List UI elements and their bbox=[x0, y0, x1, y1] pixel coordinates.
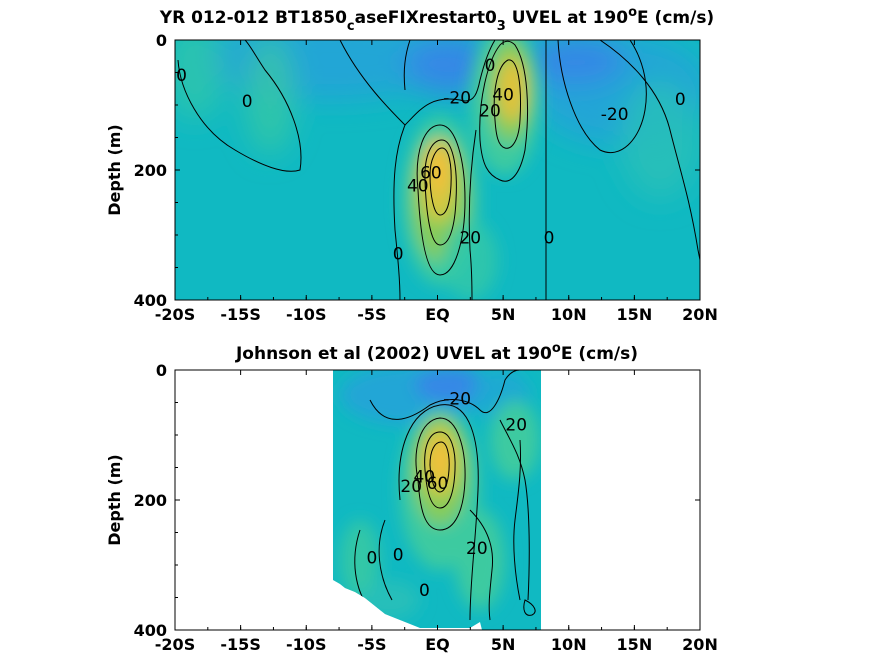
x-tick-label: 20N bbox=[682, 305, 718, 324]
x-tick-label: -5S bbox=[357, 635, 386, 654]
y-axis-label-bottom: Depth (m) bbox=[105, 454, 124, 546]
contour-label: 0 bbox=[544, 228, 555, 248]
x-tick-label: 10N bbox=[551, 635, 587, 654]
contour-label: -20 bbox=[443, 389, 471, 409]
x-tick-label: -10S bbox=[286, 305, 326, 324]
contour-label: 0 bbox=[366, 549, 377, 569]
y-tick-label: 400 bbox=[134, 621, 167, 640]
contour-label: 20 bbox=[505, 415, 527, 435]
y-tick-label: 400 bbox=[134, 291, 167, 310]
contour-label: 0 bbox=[176, 66, 187, 86]
contour-label: 20 bbox=[400, 477, 422, 497]
y-tick-label: 0 bbox=[156, 361, 167, 380]
x-tick-label: -20S bbox=[155, 305, 195, 324]
y-axis-label-top: Depth (m) bbox=[105, 124, 124, 216]
x-tick-label: EQ bbox=[425, 635, 450, 654]
y-tick-label: 200 bbox=[134, 161, 167, 180]
contour-label: 60 bbox=[420, 163, 442, 183]
contours-top bbox=[177, 40, 700, 300]
x-tick-label: 20N bbox=[682, 635, 718, 654]
heatmap-top bbox=[175, 40, 700, 300]
x-tick-label: EQ bbox=[425, 305, 450, 324]
x-tick-label: 5N bbox=[491, 305, 516, 324]
y-tick-label: 200 bbox=[134, 491, 167, 510]
contour-label: -20 bbox=[443, 89, 471, 109]
chart-title-bottom: Johnson et al (2002) UVEL at 190oE (cm/s… bbox=[235, 341, 638, 364]
contour-label: 0 bbox=[393, 545, 404, 565]
y-tick-label: 0 bbox=[156, 31, 167, 50]
contour-label: 0 bbox=[393, 245, 404, 265]
contours-bottom bbox=[354, 370, 536, 621]
x-tick-label: 10N bbox=[551, 305, 587, 324]
x-tick-label: -10S bbox=[286, 635, 326, 654]
x-tick-label: -20S bbox=[155, 635, 195, 654]
contour-label: 0 bbox=[242, 92, 253, 112]
x-tick-label: 15N bbox=[617, 305, 653, 324]
heatmap-bottom bbox=[333, 370, 541, 630]
contour-label: 60 bbox=[427, 474, 449, 494]
x-tick-label: -15S bbox=[220, 635, 260, 654]
contour-label: 40 bbox=[492, 85, 514, 105]
x-tick-label: -15S bbox=[220, 305, 260, 324]
contour-label: -20 bbox=[601, 105, 629, 125]
contour-label: 20 bbox=[459, 228, 481, 248]
contour-label: 0 bbox=[675, 90, 686, 110]
x-tick-label: 5N bbox=[491, 635, 516, 654]
contour-label: 0 bbox=[485, 56, 496, 76]
chart-title-top: YR 012-012 BT1850caseFIXrestart03 UVEL a… bbox=[159, 5, 714, 34]
contour-label: 0 bbox=[419, 581, 430, 601]
x-tick-label: -5S bbox=[357, 305, 386, 324]
contour-label: 40 bbox=[414, 467, 436, 487]
contour-label: 20 bbox=[479, 102, 501, 122]
contour-label: 20 bbox=[466, 539, 488, 559]
contour-label: 40 bbox=[407, 176, 429, 196]
x-tick-label: 15N bbox=[617, 635, 653, 654]
